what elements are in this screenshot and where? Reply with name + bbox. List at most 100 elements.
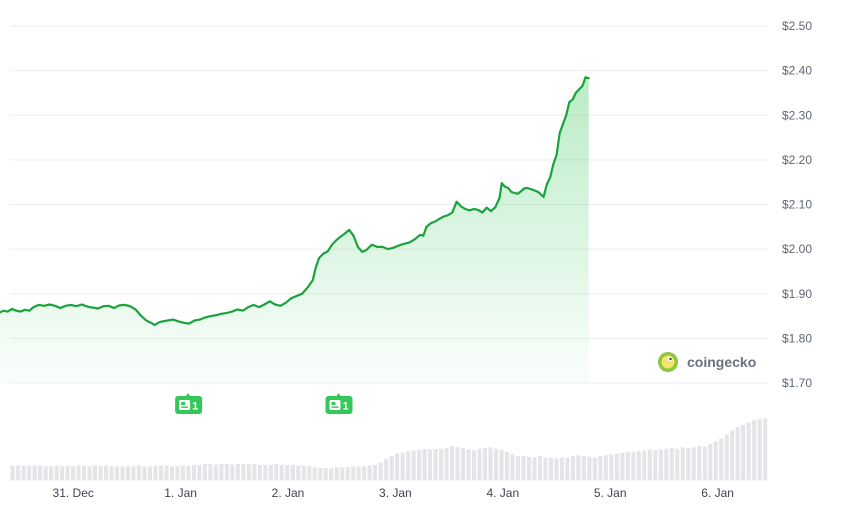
volume-bar <box>587 456 592 480</box>
y-tick-label: $2.00 <box>782 242 812 256</box>
volume-bar <box>268 464 273 480</box>
volume-bar <box>65 465 70 480</box>
volume-bar <box>691 447 696 480</box>
volume-bar <box>603 455 608 480</box>
volume-bar <box>345 467 350 480</box>
volume-bar <box>378 462 383 480</box>
volume-bar <box>213 464 218 480</box>
x-axis-ticks: 31. Dec 1. Jan 2. Jan 3. Jan 4. Jan 5. Jan 6. … <box>53 486 734 500</box>
volume-bar <box>125 466 131 480</box>
event-marker[interactable]: 1 <box>175 393 203 414</box>
volume-bar <box>82 465 87 480</box>
volume-bar <box>669 448 674 480</box>
volume-bar <box>559 457 564 480</box>
volume-bar <box>175 466 180 480</box>
volume-bar <box>581 456 586 480</box>
volume-bar <box>439 448 444 480</box>
volume-bar <box>76 465 81 480</box>
volume-bar <box>230 464 235 480</box>
volume-bar <box>763 418 768 480</box>
volume-bar <box>488 447 493 480</box>
x-tick-label: 6. Jan <box>701 486 734 500</box>
volume-bar <box>32 465 37 480</box>
x-tick-label: 3. Jan <box>379 486 412 500</box>
volume-bar <box>620 452 625 480</box>
volume-bar <box>21 465 26 480</box>
volume-bar <box>98 465 103 480</box>
volume-bar <box>389 456 394 480</box>
y-tick-label: $2.20 <box>782 153 812 167</box>
event-pointer <box>186 393 191 396</box>
volume-bar <box>351 466 356 480</box>
volume-bar <box>697 445 702 480</box>
volume-bar <box>367 465 372 480</box>
y-tick-label: $1.90 <box>782 287 812 301</box>
volume-bar <box>422 448 427 480</box>
volume-bar <box>186 465 191 480</box>
y-tick-label: $1.70 <box>782 376 812 390</box>
volume-bar <box>664 448 669 480</box>
volume-bar <box>526 456 532 480</box>
volume-bar <box>433 448 438 480</box>
y-tick-label: $2.30 <box>782 108 812 122</box>
volume-bar <box>252 464 257 480</box>
volume-bar <box>642 450 647 480</box>
volume-bar <box>241 464 246 480</box>
volume-bar <box>406 451 411 480</box>
volume-bar <box>301 465 306 480</box>
volume-bar <box>54 465 59 480</box>
x-tick-label: 2. Jan <box>272 486 305 500</box>
volume-bar <box>614 453 619 480</box>
volume-bar <box>752 420 757 480</box>
volume-bar <box>340 467 345 480</box>
watermark-brand-text: coingecko <box>687 354 756 370</box>
volume-bar <box>356 466 361 480</box>
volume-bar <box>554 458 559 480</box>
volume-bar <box>658 449 663 480</box>
news-icon <box>329 400 341 410</box>
volume-bar <box>147 466 153 480</box>
event-marker[interactable]: 1 <box>325 393 353 414</box>
volume-bar <box>219 464 224 480</box>
volume-bar <box>329 468 334 480</box>
event-count: 1 <box>342 401 348 413</box>
volume-bar <box>636 451 641 480</box>
volume-bar <box>548 457 553 480</box>
volume-bar <box>592 457 597 480</box>
price-area-fill <box>0 77 589 383</box>
volume-bar <box>362 466 367 480</box>
volume-bar <box>235 464 240 480</box>
volume-bar <box>285 464 290 480</box>
volume-bar <box>153 465 158 480</box>
volume-bar <box>169 466 174 480</box>
volume-bar <box>719 438 724 480</box>
volume-bar <box>428 449 433 480</box>
volume-bar <box>471 450 477 480</box>
volume-bar <box>417 449 422 480</box>
event-pointer <box>336 393 341 396</box>
volume-bar <box>43 466 48 480</box>
volume-bar <box>136 465 142 480</box>
volume-bar <box>686 448 691 480</box>
y-tick-label: $2.10 <box>782 198 812 212</box>
volume-bar <box>444 448 449 480</box>
x-tick-label: 4. Jan <box>486 486 519 500</box>
volume-bar <box>543 457 548 480</box>
volume-bar <box>499 449 504 480</box>
volume-bar <box>493 448 499 480</box>
volume-bar <box>609 454 614 480</box>
volume-bar <box>202 464 207 480</box>
volume-bar <box>713 441 718 480</box>
volume-bar <box>400 452 405 480</box>
volume-bar <box>60 466 65 480</box>
volume-bar <box>384 459 389 480</box>
volume-bar <box>730 430 735 480</box>
y-tick-label: $1.80 <box>782 331 812 345</box>
volume-bar <box>197 464 202 480</box>
volume-bar <box>274 464 279 480</box>
volume-bar <box>71 466 76 480</box>
volume-bar <box>318 468 323 480</box>
